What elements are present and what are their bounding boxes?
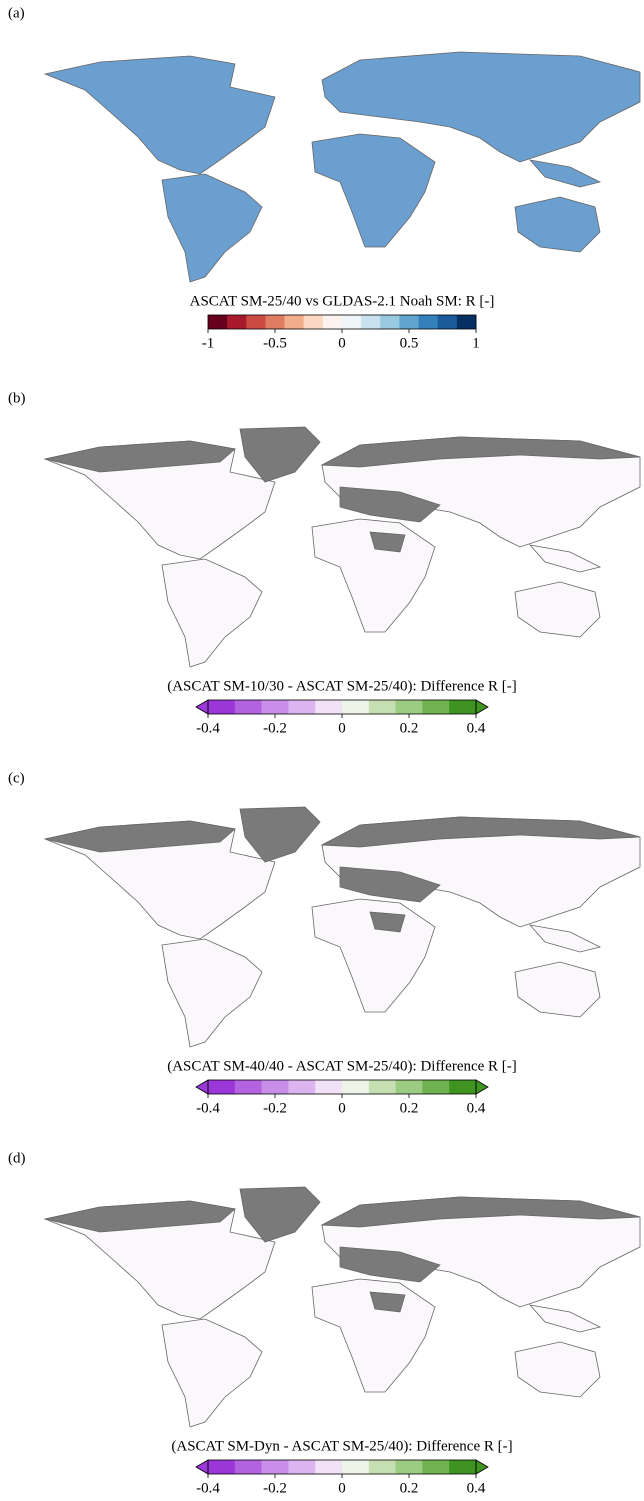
colorbar-tick-label: 0 (338, 720, 346, 736)
panel-label: (b) (8, 390, 26, 406)
colorbar-segment (208, 700, 235, 714)
colorbar-segment (396, 1460, 423, 1474)
panel: (a) ASCAT SM-25/40 vs GLDAS-2.1 Noah SM: … (8, 5, 640, 351)
colorbar-title: (ASCAT SM-Dyn - ASCAT SM-25/40): Differe… (171, 1438, 512, 1454)
colorbar-tick-label: 0.2 (400, 720, 419, 736)
colorbar-segment (315, 1080, 342, 1094)
colorbar-tick-label: 0.5 (400, 335, 419, 351)
colorbar-segment (438, 315, 457, 329)
colorbar-extend (476, 1080, 488, 1094)
colorbar-segment (288, 1460, 315, 1474)
colorbar-segment (246, 315, 265, 329)
colorbar-segment (208, 1080, 235, 1094)
colorbar-segment (449, 1080, 476, 1094)
colorbar-tick-label: 0.4 (467, 720, 486, 736)
colorbar-tick-label: -0.2 (263, 720, 287, 736)
colorbar-title: (ASCAT SM-10/30 - ASCAT SM-25/40): Diffe… (167, 678, 517, 694)
colorbar-segment (396, 700, 423, 714)
colorbar-segment (315, 700, 342, 714)
panel: (d) (ASCAT SM-Dyn - ASCAT SM-25/40): Diff… (8, 1150, 640, 1496)
colorbar-tick-label: 0 (338, 1480, 346, 1496)
colorbar-segment (342, 1080, 369, 1094)
colorbar-tick-label: 0.4 (467, 1480, 486, 1496)
panel-label: (c) (8, 770, 25, 786)
panel-label: (a) (8, 5, 25, 21)
colorbar-segment (208, 1460, 235, 1474)
panel: (b) (ASCAT SM-10/30 - ASCAT SM-25/40): Di… (8, 390, 640, 736)
colorbar-segment (265, 315, 284, 329)
colorbar-segment (449, 1460, 476, 1474)
colorbar-segment (422, 1080, 449, 1094)
colorbar-segment (235, 1080, 262, 1094)
colorbar-tick-label: -0.4 (196, 1100, 220, 1116)
colorbar-title: ASCAT SM-25/40 vs GLDAS-2.1 Noah SM: R [… (190, 293, 495, 309)
panel: (c) (ASCAT SM-40/40 - ASCAT SM-25/40): Di… (8, 770, 640, 1116)
colorbar-extend (476, 1460, 488, 1474)
colorbar-tick-label: -0.4 (196, 720, 220, 736)
colorbar-tick-label: 0 (338, 335, 346, 351)
colorbar-segment (419, 315, 438, 329)
colorbar-segment (262, 1080, 289, 1094)
colorbar-tick-label: -0.2 (263, 1480, 287, 1496)
colorbar-segment (262, 1460, 289, 1474)
colorbar-segment (449, 700, 476, 714)
map (45, 427, 640, 667)
colorbar-tick-label: 1 (472, 335, 480, 351)
colorbar-segment (304, 315, 323, 329)
colorbar-segment (396, 1080, 423, 1094)
land (45, 437, 640, 667)
colorbar-segment (399, 315, 418, 329)
colorbar-tick-label: 0.2 (400, 1480, 419, 1496)
colorbar-segment (288, 700, 315, 714)
colorbar-segment (369, 1460, 396, 1474)
colorbar-segment (208, 315, 227, 329)
colorbar-extend (476, 700, 488, 714)
colorbar-segment (288, 1080, 315, 1094)
colorbar-segment (342, 700, 369, 714)
colorbar-segment (235, 700, 262, 714)
colorbar-extend (196, 700, 208, 714)
map (45, 807, 640, 1047)
colorbar-segment (422, 700, 449, 714)
colorbar-tick-label: -0.4 (196, 1480, 220, 1496)
colorbar-segment (342, 315, 361, 329)
colorbar-segment (227, 315, 246, 329)
colorbar-segment (422, 1460, 449, 1474)
colorbar-tick-label: 0 (338, 1100, 346, 1116)
colorbar-extend (196, 1080, 208, 1094)
colorbar-segment (361, 315, 380, 329)
colorbar-segment (323, 315, 342, 329)
colorbar-segment (380, 315, 399, 329)
colorbar-segment (285, 315, 304, 329)
colorbar-segment (235, 1460, 262, 1474)
colorbar-segment (342, 1460, 369, 1474)
colorbar-tick-label: -0.2 (263, 1100, 287, 1116)
colorbar-tick-label: 0.2 (400, 1100, 419, 1116)
colorbar-extend (196, 1460, 208, 1474)
land (45, 1197, 640, 1427)
map (45, 52, 640, 282)
colorbar-segment (457, 315, 476, 329)
colorbar-tick-label: -0.5 (263, 335, 287, 351)
colorbar-tick-label: 0.4 (467, 1100, 486, 1116)
map (45, 1187, 640, 1427)
colorbar-title: (ASCAT SM-40/40 - ASCAT SM-25/40): Diffe… (167, 1058, 517, 1074)
colorbar-segment (262, 700, 289, 714)
colorbar-segment (369, 700, 396, 714)
land (45, 52, 640, 282)
figure: (a) ASCAT SM-25/40 vs GLDAS-2.1 Noah SM: … (0, 0, 644, 1501)
colorbar-tick-label: -1 (202, 335, 215, 351)
colorbar-segment (315, 1460, 342, 1474)
panel-label: (d) (8, 1150, 26, 1166)
colorbar-segment (369, 1080, 396, 1094)
land (45, 817, 640, 1047)
